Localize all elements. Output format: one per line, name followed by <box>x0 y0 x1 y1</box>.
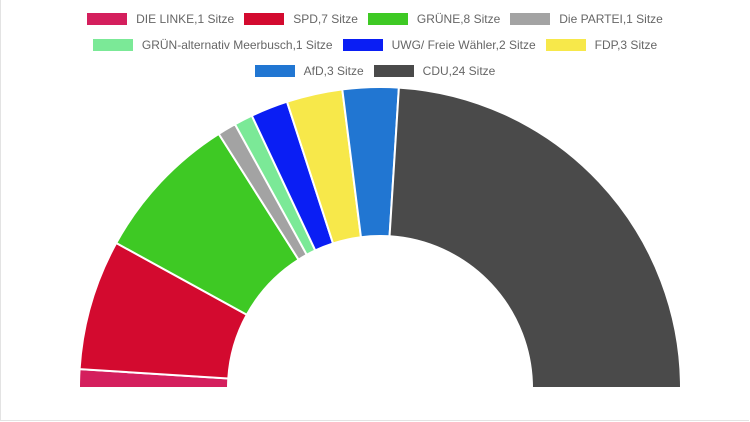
legend-swatch <box>244 13 285 25</box>
legend-label: GRÜNE,8 Sitze <box>416 12 501 26</box>
legend-swatch <box>254 65 295 77</box>
legend-label: GRÜN-alternativ Meerbusch,1 Sitze <box>141 38 333 52</box>
legend-swatch <box>510 13 551 25</box>
legend-label: Die PARTEI,1 Sitze <box>559 12 663 26</box>
legend-row: GRÜN-alternativ Meerbusch,1 Sitze UWG/ Fr… <box>88 32 662 58</box>
legend-item[interactable]: CDU,24 Sitze <box>373 64 496 78</box>
legend-item[interactable]: AfD,3 Sitze <box>254 64 364 78</box>
legend-label: FDP,3 Sitze <box>594 38 658 52</box>
legend-swatch <box>342 39 383 51</box>
legend-label: SPD,7 Sitze <box>293 12 358 26</box>
chart-segment[interactable] <box>388 86 683 389</box>
legend-item[interactable]: UWG/ Freie Wähler,2 Sitze <box>342 38 536 52</box>
legend-label: UWG/ Freie Wähler,2 Sitze <box>391 38 536 52</box>
legend-label: AfD,3 Sitze <box>303 64 364 78</box>
legend-item[interactable]: FDP,3 Sitze <box>545 38 658 52</box>
legend-label: CDU,24 Sitze <box>422 64 496 78</box>
legend-item[interactable]: GRÜNE,8 Sitze <box>367 12 501 26</box>
legend-item[interactable]: DIE LINKE,1 Sitze <box>87 12 234 26</box>
legend-row: AfD,3 Sitze CDU,24 Sitze <box>250 58 501 84</box>
legend-swatch <box>92 39 133 51</box>
legend-swatch <box>545 39 586 51</box>
legend-swatch <box>373 65 414 77</box>
legend-swatch <box>367 13 408 25</box>
legend-item[interactable]: Die PARTEI,1 Sitze <box>510 12 663 26</box>
chart-legend: DIE LINKE,1 Sitze SPD,7 Sitze GRÜNE,8 Sitz… <box>0 6 750 84</box>
legend-swatch <box>87 13 128 25</box>
legend-item[interactable]: GRÜN-alternativ Meerbusch,1 Sitze <box>92 38 333 52</box>
legend-item[interactable]: SPD,7 Sitze <box>244 12 358 26</box>
legend-label: DIE LINKE,1 Sitze <box>136 12 235 26</box>
legend-row: DIE LINKE,1 Sitze SPD,7 Sitze GRÜNE,8 Sitz… <box>82 6 668 32</box>
